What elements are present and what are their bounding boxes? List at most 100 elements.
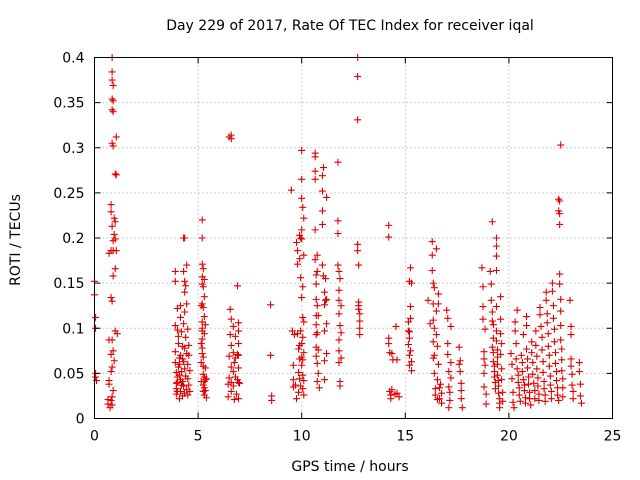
data-point — [544, 330, 552, 338]
data-point — [335, 310, 343, 318]
data-point — [499, 388, 507, 396]
data-point — [178, 328, 186, 336]
data-point — [432, 307, 440, 315]
data-point — [521, 399, 529, 407]
data-point — [293, 395, 301, 403]
data-point — [176, 387, 184, 395]
data-point — [444, 340, 452, 348]
data-point — [431, 391, 439, 399]
data-point — [405, 334, 413, 342]
data-point — [438, 399, 446, 407]
data-point — [201, 321, 209, 329]
data-point — [558, 345, 566, 353]
data-point — [429, 316, 437, 324]
data-point — [180, 267, 188, 275]
data-point — [405, 361, 413, 369]
data-point — [298, 194, 306, 202]
data-point — [404, 341, 412, 348]
data-point — [488, 317, 496, 325]
data-point — [183, 261, 191, 269]
data-point — [229, 382, 237, 390]
data-point — [513, 365, 521, 373]
data-point — [298, 361, 306, 369]
data-point — [530, 379, 538, 387]
data-point — [480, 355, 488, 363]
data-point — [496, 404, 504, 412]
data-point — [406, 314, 414, 322]
data-point — [527, 401, 535, 409]
data-point — [555, 396, 563, 404]
data-point — [550, 325, 558, 333]
data-point — [446, 388, 454, 396]
data-point — [497, 315, 505, 323]
data-point — [556, 220, 564, 228]
data-point — [393, 356, 401, 364]
data-point — [227, 387, 235, 395]
data-point — [479, 303, 487, 311]
data-point — [300, 377, 308, 385]
data-point — [567, 331, 575, 339]
data-point — [447, 359, 455, 367]
data-point — [235, 395, 242, 403]
data-point — [498, 376, 506, 384]
data-point — [319, 164, 327, 172]
data-point — [334, 217, 342, 225]
data-point — [567, 322, 575, 330]
data-point — [198, 216, 206, 224]
data-point — [518, 368, 526, 376]
data-point — [489, 349, 497, 357]
data-point — [458, 404, 466, 412]
y-tick-label: 0.05 — [53, 366, 84, 382]
data-point — [526, 388, 534, 396]
data-point — [534, 374, 542, 382]
data-point — [108, 106, 116, 114]
data-point — [429, 279, 437, 287]
data-point — [538, 333, 546, 341]
data-point — [553, 368, 561, 376]
data-point — [537, 322, 545, 330]
data-point — [557, 336, 565, 344]
data-point — [392, 322, 400, 330]
data-point — [176, 351, 184, 359]
data-point — [508, 375, 516, 383]
data-point — [546, 372, 554, 380]
data-point — [556, 197, 564, 205]
data-point — [108, 95, 116, 103]
data-points — [91, 54, 585, 412]
data-point — [479, 315, 487, 323]
data-point — [186, 367, 194, 375]
data-point — [296, 375, 304, 383]
data-point — [354, 116, 362, 124]
data-point — [497, 350, 505, 358]
data-point — [180, 320, 188, 328]
data-point — [456, 368, 464, 376]
data-point — [405, 351, 413, 359]
data-point — [323, 193, 331, 201]
data-point — [515, 391, 523, 399]
data-point — [552, 349, 560, 357]
data-point — [556, 270, 564, 278]
data-point — [335, 359, 343, 367]
data-point — [406, 303, 414, 311]
data-point — [540, 385, 548, 393]
data-point — [547, 395, 555, 403]
data-point — [315, 384, 323, 392]
data-point — [532, 341, 540, 349]
data-point — [445, 383, 453, 391]
data-point — [435, 395, 443, 403]
data-point — [299, 283, 307, 291]
data-point — [541, 397, 549, 405]
data-point — [334, 158, 342, 166]
data-point — [430, 351, 438, 359]
data-point — [492, 242, 500, 250]
data-point — [202, 375, 210, 383]
data-point — [480, 369, 488, 377]
data-point — [489, 358, 497, 366]
data-point — [533, 352, 541, 360]
data-point — [443, 306, 451, 314]
data-point — [323, 350, 331, 358]
data-point — [509, 388, 517, 396]
data-point — [354, 240, 362, 248]
grid-lines — [94, 57, 613, 419]
data-point — [108, 222, 116, 230]
